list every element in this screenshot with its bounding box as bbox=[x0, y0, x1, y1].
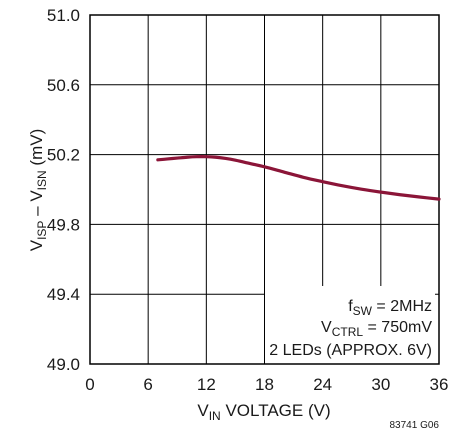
y-tick-label: 51.0 bbox=[47, 6, 80, 25]
x-tick-label: 18 bbox=[255, 375, 274, 394]
grid-lines bbox=[90, 15, 439, 364]
y-tick-labels: 49.0 49.4 49.8 50.2 50.6 51.0 bbox=[47, 6, 80, 374]
x-tick-labels: 0 6 12 18 24 30 36 bbox=[85, 375, 448, 394]
annotation-leds: 2 LEDs (APPROX. 6V) bbox=[269, 342, 432, 359]
x-tick-label: 0 bbox=[85, 375, 94, 394]
y-tick-label: 50.6 bbox=[47, 76, 80, 95]
annotation-vctrl: VCTRL = 750mV bbox=[321, 319, 432, 339]
x-tick-label: 6 bbox=[143, 375, 152, 394]
figure-id: 83741 G06 bbox=[390, 420, 440, 431]
y-tick-label: 49.8 bbox=[47, 215, 80, 234]
y-tick-label: 49.4 bbox=[47, 285, 80, 304]
x-tick-label: 30 bbox=[371, 375, 390, 394]
y-axis-label: VISP – VISN (mV) bbox=[27, 129, 49, 252]
x-tick-label: 36 bbox=[430, 375, 449, 394]
annotation-fsw: fSW = 2MHz bbox=[348, 298, 432, 318]
y-tick-label: 50.2 bbox=[47, 146, 80, 165]
y-tick-label: 49.0 bbox=[47, 355, 80, 374]
plot-frame bbox=[89, 14, 440, 365]
series-line bbox=[156, 155, 441, 201]
annotation-mask bbox=[265, 286, 435, 364]
x-tick-label: 12 bbox=[197, 375, 216, 394]
x-tick-label: 24 bbox=[313, 375, 332, 394]
x-axis-label: VIN VOLTAGE (V) bbox=[197, 401, 330, 423]
